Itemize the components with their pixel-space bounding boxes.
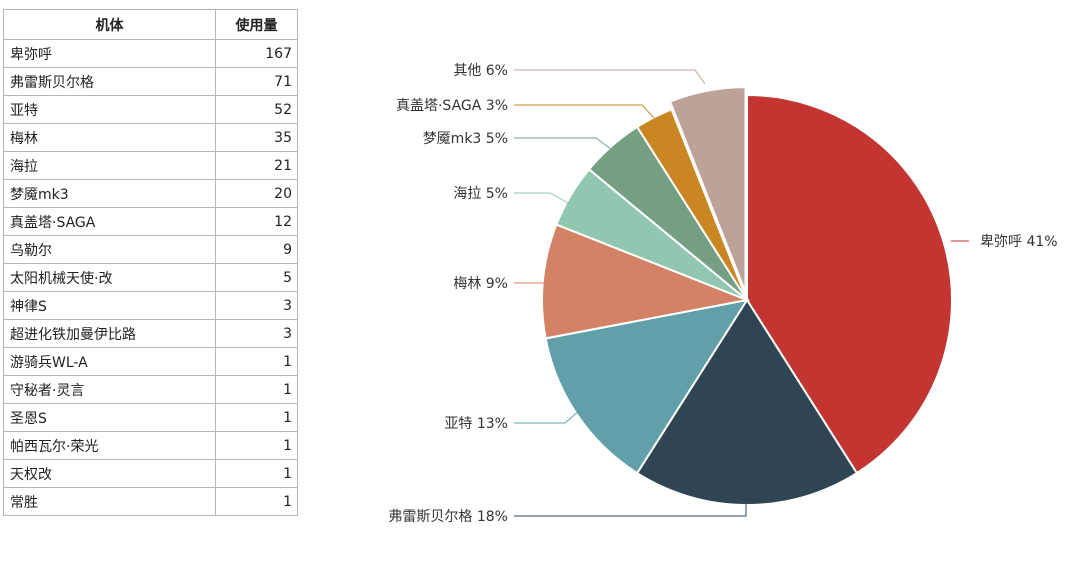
slice-label: 梅林 9% xyxy=(453,276,508,292)
slice-label: 弗雷斯贝尔格 18% xyxy=(388,509,508,525)
usage-table: 机体 使用量 卑弥呼 167 弗雷斯贝尔格 71 亚特 52 梅林 35 海拉 21 梦魇mk3 20… xyxy=(3,9,298,516)
mecha-name-cell: 守秘者·灵言 xyxy=(3,375,216,404)
pie-slice[interactable] xyxy=(544,298,750,475)
mecha-name-cell: 常胜 xyxy=(3,487,216,516)
mecha-name-cell: 太阳机械天使·改 xyxy=(3,263,216,292)
mecha-name-cell: 超进化铁加曼伊比路 xyxy=(3,319,216,348)
table-row: 守秘者·灵言 1 xyxy=(3,375,298,404)
slice-label: 真盖塔·SAGA 3% xyxy=(396,98,508,114)
slice-label: 梦魇mk3 5% xyxy=(423,131,508,147)
slice-leader-line xyxy=(514,104,655,119)
slice-label: 亚特 13% xyxy=(444,416,508,432)
slice-leader-line xyxy=(514,192,569,204)
mecha-name-cell: 真盖塔·SAGA xyxy=(3,207,216,236)
usage-count-cell: 1 xyxy=(215,459,298,488)
usage-count-cell: 52 xyxy=(215,95,298,124)
usage-count-cell: 21 xyxy=(215,151,298,180)
table-row: 神律S 3 xyxy=(3,291,298,320)
pie-slice[interactable] xyxy=(635,298,859,506)
mecha-name-cell: 亚特 xyxy=(3,95,216,124)
table-row: 游骑兵WL-A 1 xyxy=(3,347,298,376)
mecha-name-cell: 乌勒尔 xyxy=(3,235,216,264)
mecha-name-cell: 游骑兵WL-A xyxy=(3,347,216,376)
table-row: 乌勒尔 9 xyxy=(3,235,298,264)
table-row: 梦魇mk3 20 xyxy=(3,179,298,208)
slice-leader-line xyxy=(514,500,747,517)
usage-count-cell: 12 xyxy=(215,207,298,236)
pie-slice[interactable] xyxy=(541,223,751,340)
mecha-name-cell: 神律S xyxy=(3,291,216,320)
column-header-usage: 使用量 xyxy=(215,9,298,40)
usage-count-cell: 20 xyxy=(215,179,298,208)
slice-leader-line xyxy=(514,69,706,85)
table-row: 常胜 1 xyxy=(3,487,298,516)
usage-count-cell: 71 xyxy=(215,67,298,96)
pie-slice[interactable] xyxy=(668,86,747,293)
mecha-name-cell: 梅林 xyxy=(3,123,216,152)
usage-count-cell: 1 xyxy=(215,403,298,432)
usage-count-cell: 3 xyxy=(215,291,298,320)
slice-leader-line xyxy=(514,137,613,151)
table-row: 真盖塔·SAGA 12 xyxy=(3,207,298,236)
table-row: 亚特 52 xyxy=(3,95,298,124)
table-row: 圣恩S 1 xyxy=(3,403,298,432)
slice-label: 卑弥呼 41% xyxy=(980,233,1058,250)
mecha-name-cell: 梦魇mk3 xyxy=(3,179,216,208)
usage-count-cell: 1 xyxy=(215,375,298,404)
slice-label: 海拉 5% xyxy=(453,186,508,202)
table-row: 海拉 21 xyxy=(3,151,298,180)
slice-label: 其他 6% xyxy=(453,63,508,79)
usage-count-cell: 1 xyxy=(215,487,298,516)
slice-leader-line xyxy=(514,409,581,424)
table-header-row: 机体 使用量 xyxy=(3,9,298,40)
usage-count-cell: 1 xyxy=(215,347,298,376)
pie-slice[interactable] xyxy=(746,93,953,475)
mecha-name-cell: 海拉 xyxy=(3,151,216,180)
column-header-mecha: 机体 xyxy=(3,9,216,40)
table-row: 太阳机械天使·改 5 xyxy=(3,263,298,292)
table-row: 梅林 35 xyxy=(3,123,298,152)
usage-count-cell: 167 xyxy=(215,39,298,68)
table-row: 超进化铁加曼伊比路 3 xyxy=(3,319,298,348)
mecha-name-cell: 帕西瓦尔·荣光 xyxy=(3,431,216,460)
usage-count-cell: 35 xyxy=(215,123,298,152)
table-row: 弗雷斯贝尔格 71 xyxy=(3,67,298,96)
